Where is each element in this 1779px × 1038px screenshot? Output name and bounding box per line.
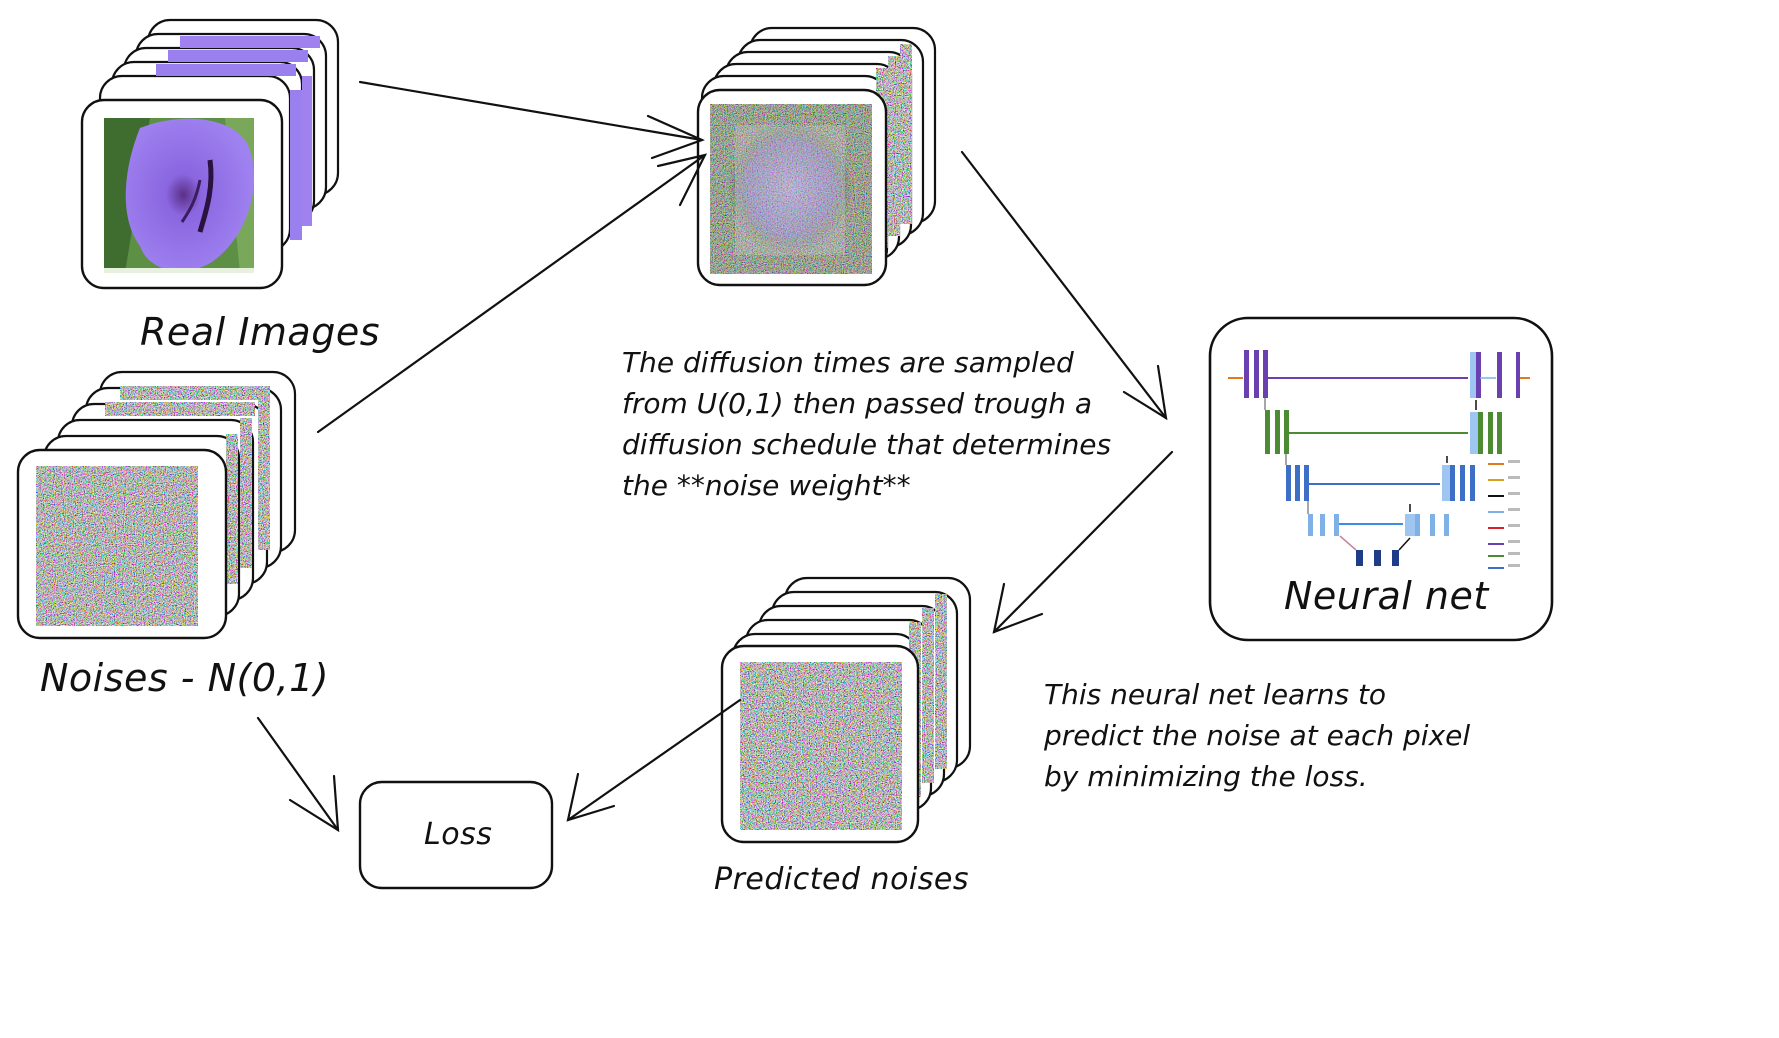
noise-photo: [36, 466, 198, 626]
arrow-noisy-to-net: [960, 150, 1168, 421]
neural-net-note-line: predict the noise at each pixel: [1044, 719, 1471, 752]
neural-net-box: [1208, 316, 1554, 642]
diffusion-note-line: diffusion schedule that determines: [622, 428, 1112, 461]
noisy-flower-image-stack: [696, 26, 937, 287]
loss-label: Loss: [424, 817, 493, 852]
diffusion-note: The diffusion times are sampled from U(0…: [622, 342, 1111, 506]
neural-net-note-line: by minimizing the loss.: [1044, 760, 1368, 793]
noisy-flower-photo: [710, 104, 872, 274]
neural-net-note-line: This neural net learns to: [1044, 678, 1387, 711]
predicted-noises-label: Predicted noises: [714, 862, 969, 897]
loss-box: [358, 780, 554, 890]
diffusion-note-line: The diffusion times are sampled: [622, 346, 1074, 379]
arrow-real-to-noisy: [358, 80, 705, 160]
noise-image-stack: [16, 370, 297, 640]
unet-architecture-icon: [1228, 350, 1530, 569]
arrow-net-to-predicted: [992, 450, 1174, 634]
real-images-label: Real Images: [140, 310, 381, 354]
predicted-noise-photo: [740, 662, 902, 830]
flow-arrows: [256, 80, 1174, 833]
neural-net-note: This neural net learns to predict the no…: [1044, 674, 1470, 797]
flower-photo: [104, 118, 254, 273]
noises-label: Noises - N(0,1): [40, 656, 330, 700]
arrow-noise-to-noisy: [316, 153, 708, 434]
arrow-noise-to-loss: [256, 716, 340, 833]
neural-net-label: Neural net: [1284, 574, 1489, 618]
diffusion-note-line: from U(0,1) then passed trough a: [622, 387, 1092, 420]
arrow-predicted-to-loss: [566, 698, 742, 822]
diffusion-note-line: the **noise weight**: [622, 469, 911, 502]
flower-image-stack: [80, 18, 340, 290]
predicted-noise-image-stack: [720, 576, 972, 844]
